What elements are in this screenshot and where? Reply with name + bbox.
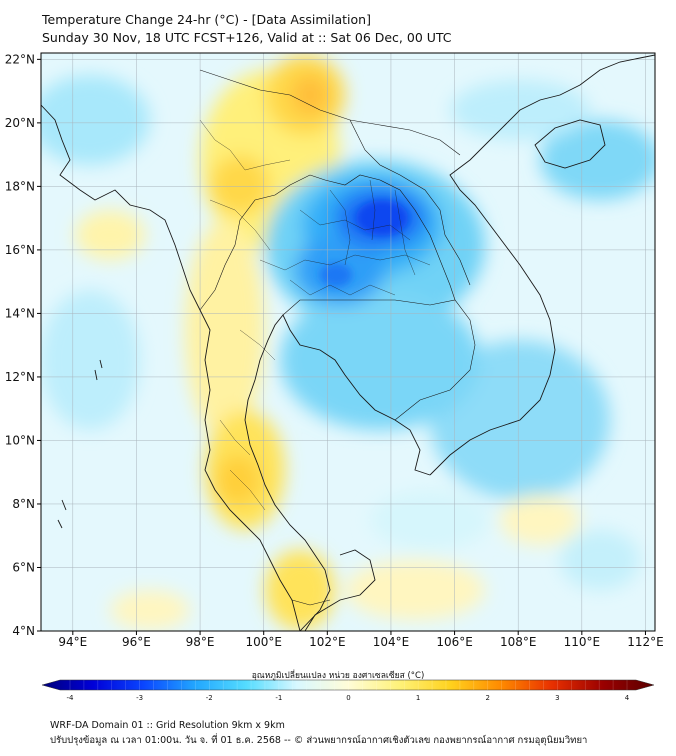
colorbar-tick-label: -1 xyxy=(275,694,282,702)
coastline-hainan xyxy=(534,119,606,169)
y-tick-label: 10°N xyxy=(5,433,35,447)
map-title: Temperature Change 24-hr (°C) - [Data As… xyxy=(42,12,371,27)
colorbar-tick-label: 0 xyxy=(346,694,350,702)
border-china xyxy=(199,69,461,156)
x-tick-label: 100°E xyxy=(245,635,282,649)
footer-credits: ปรับปรุงข้อมูล ณ เวลา 01:00น. วัน จ. ที่… xyxy=(50,735,588,746)
y-tick-label: 20°N xyxy=(5,116,35,130)
x-tick-label: 104°E xyxy=(373,635,410,649)
coastline-malaysia-east xyxy=(304,549,376,631)
border-thailand-myanmar xyxy=(199,174,311,311)
colorbar-tick-label: -3 xyxy=(136,694,143,702)
anomaly-blobs xyxy=(41,55,655,630)
x-tick-label: 110°E xyxy=(564,635,601,649)
x-tick-label: 108°E xyxy=(500,635,537,649)
coastline-vietnam xyxy=(429,54,655,476)
x-tick-label: 106°E xyxy=(436,635,473,649)
x-tick-label: 112°E xyxy=(627,635,664,649)
graticule xyxy=(41,53,655,631)
y-tick-label: 12°N xyxy=(5,370,35,384)
y-tick-label: 22°N xyxy=(5,52,35,66)
map-field xyxy=(41,53,655,631)
country-borders xyxy=(199,69,476,606)
border-cambodia xyxy=(282,299,476,421)
y-tick-label: 18°N xyxy=(5,179,35,193)
y-axis: 22°N 20°N 18°N 16°N 14°N 12°N 10°N 8°N 6°N 4°N xyxy=(5,52,41,638)
x-tick-label: 102°E xyxy=(309,635,346,649)
border-thai-malay xyxy=(291,599,331,606)
colorbar-title: อุณหภูมิเปลี่ยนแปลง หน่วย องศาเซลเซียส (… xyxy=(251,671,425,681)
colorbar-tick-label: 3 xyxy=(555,694,559,702)
border-laos xyxy=(309,174,456,301)
map-frame xyxy=(40,52,656,632)
y-tick-label: 6°N xyxy=(12,560,35,574)
y-tick-label: 4°N xyxy=(12,624,35,638)
colorbar-tick-label: 2 xyxy=(486,694,490,702)
x-axis: 94°E 96°E 98°E 100°E 102°E 104°E 106°E 108°E 110… xyxy=(58,631,664,649)
province-borders xyxy=(199,119,431,511)
coastline-andaman-islands xyxy=(57,359,103,529)
y-tick-label: 8°N xyxy=(12,497,35,511)
colorbar-tick-label: -4 xyxy=(67,694,75,702)
x-tick-label: 96°E xyxy=(122,635,151,649)
map-subtitle: Sunday 30 Nov, 18 UTC FCST+126, Valid at… xyxy=(42,30,452,45)
coastline-gulf-west xyxy=(244,314,431,631)
colorbar-ticks: -4 -3 -2 -1 0 1 2 3 4 xyxy=(67,680,630,702)
colorbar-bar xyxy=(41,679,655,691)
colorbar-tick-label: 4 xyxy=(625,694,630,702)
footer-model-info: WRF-DA Domain 01 :: Grid Resolution 9km … xyxy=(50,720,285,731)
y-tick-label: 16°N xyxy=(5,243,35,257)
x-tick-label: 94°E xyxy=(58,635,87,649)
y-tick-label: 14°N xyxy=(5,306,35,320)
colorbar-tick-label: -2 xyxy=(206,694,213,702)
colorbar-tick-label: 1 xyxy=(416,694,420,702)
cold-core-detail xyxy=(320,200,408,287)
border-vietnam-laos xyxy=(349,119,471,286)
x-tick-label: 98°E xyxy=(186,635,215,649)
colorbar: -4 -3 -2 -1 0 1 2 3 4 xyxy=(41,679,655,702)
